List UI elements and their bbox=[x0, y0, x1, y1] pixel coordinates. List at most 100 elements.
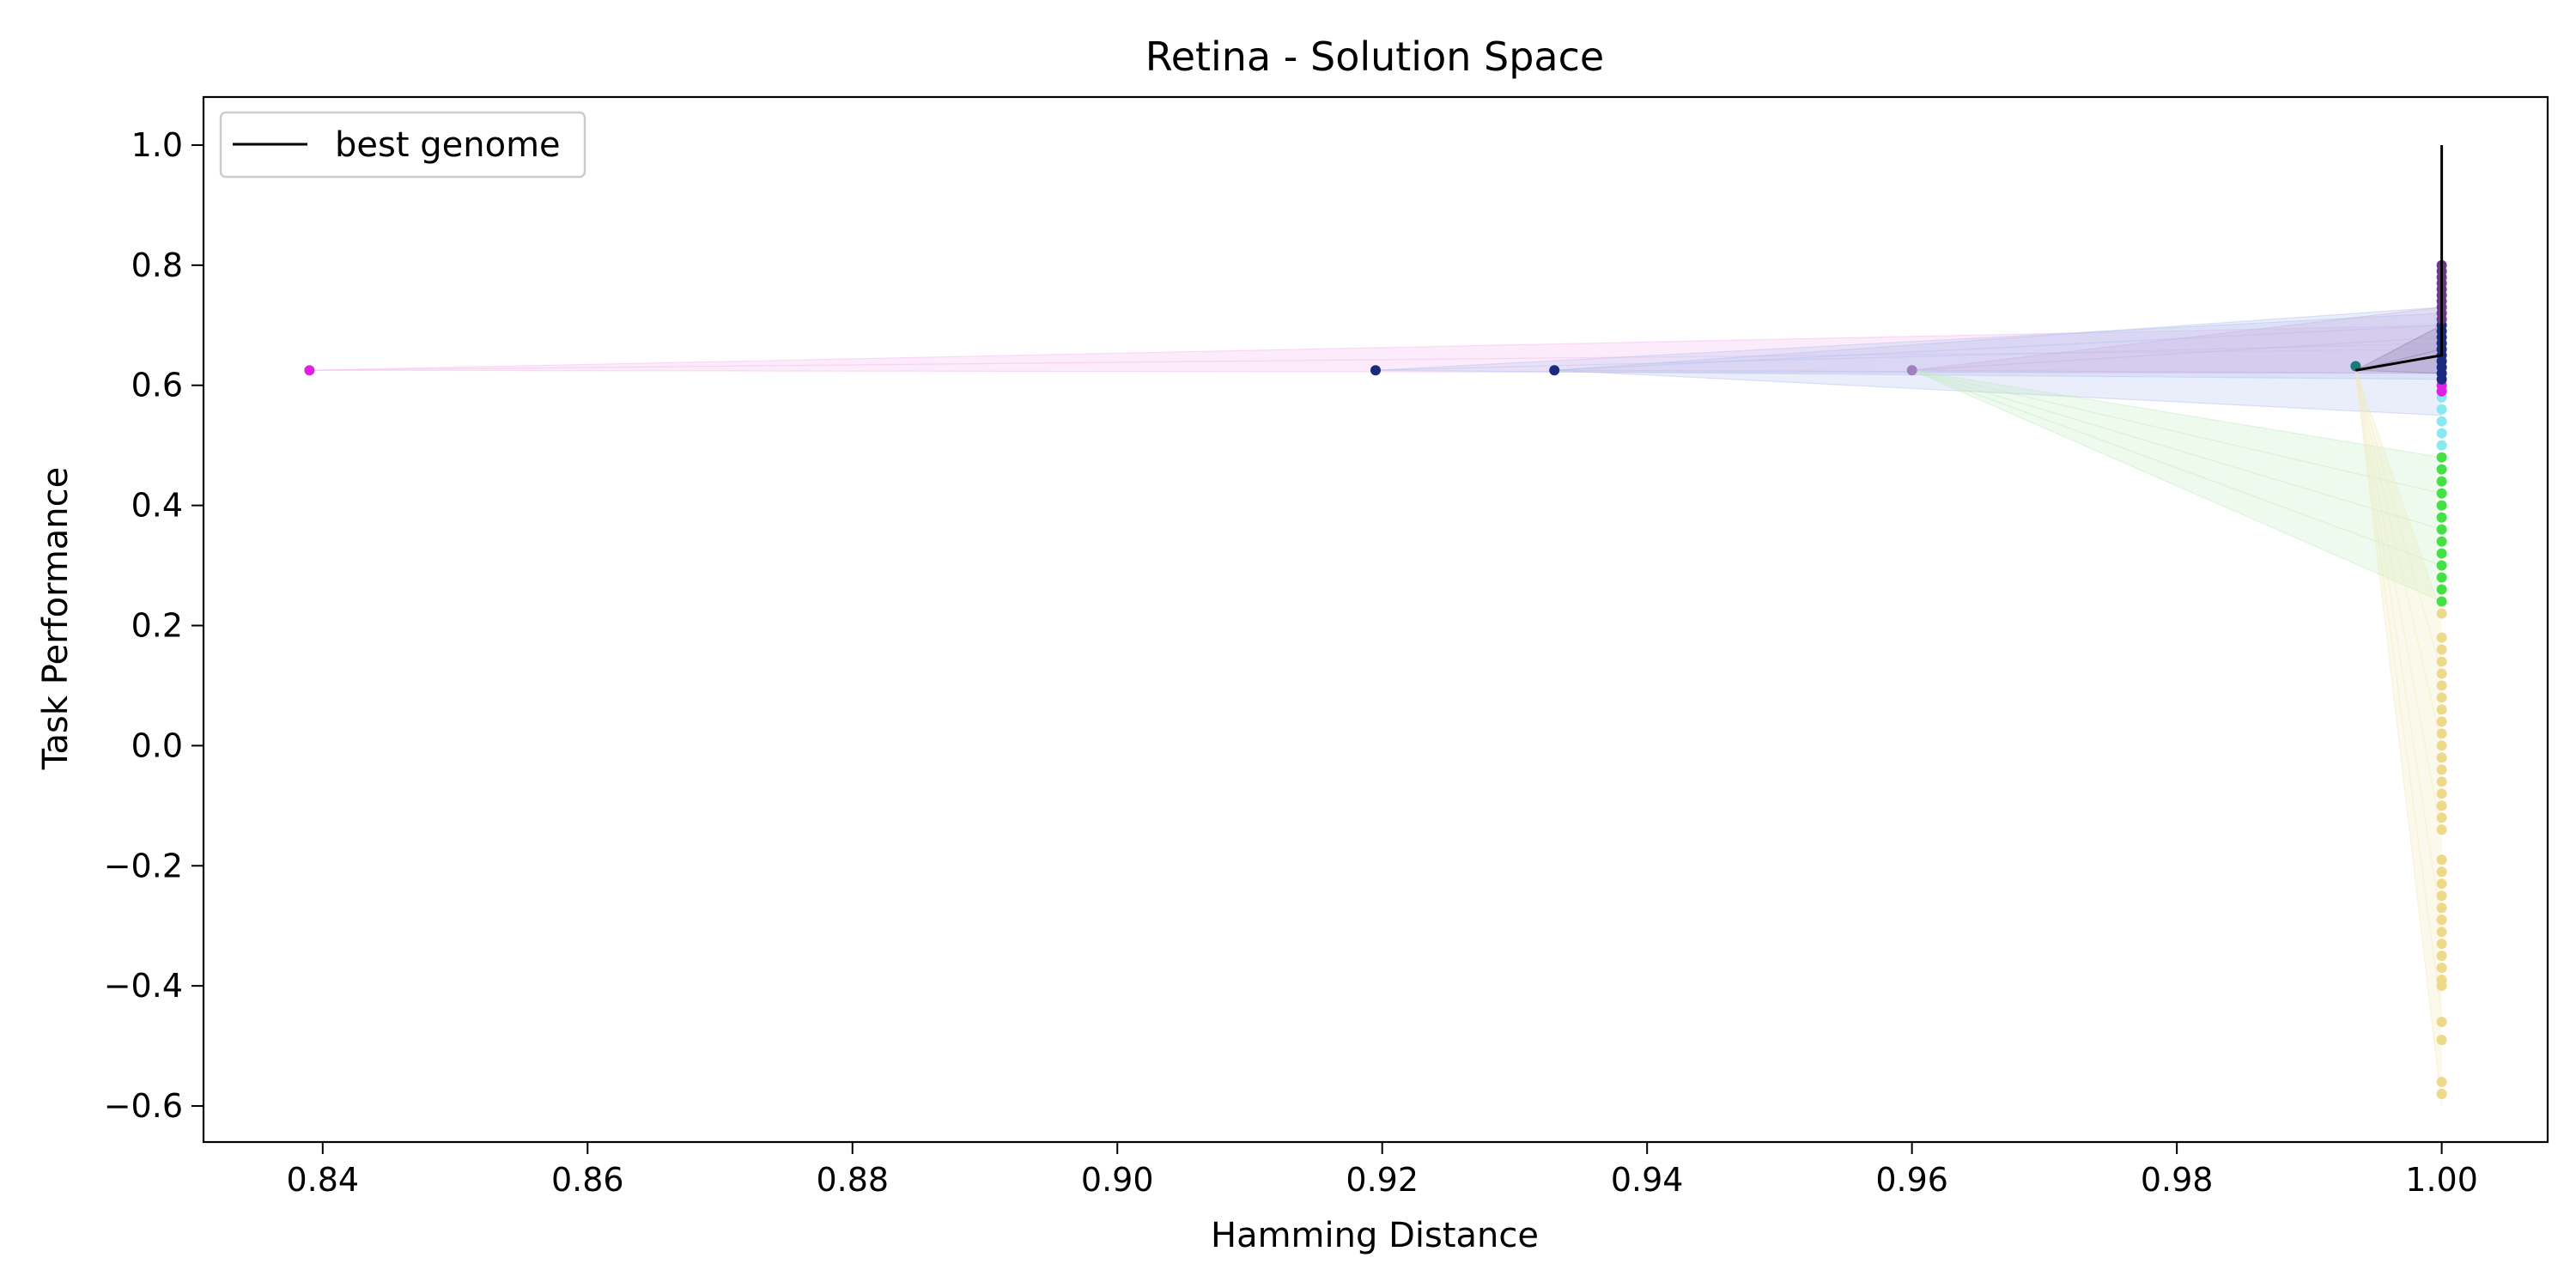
scatter-point-yellow-9 bbox=[2436, 728, 2447, 739]
scatter-point-green-3 bbox=[2436, 560, 2447, 571]
scatter-point-green-12 bbox=[2436, 452, 2447, 463]
scatter-point-yellow-5 bbox=[2436, 680, 2447, 691]
scatter-point-yellow-23 bbox=[2436, 914, 2447, 926]
fan-line-3-0 bbox=[1911, 369, 2442, 374]
scatter-point-green-11 bbox=[2436, 464, 2447, 475]
scatter-point-green-7 bbox=[2436, 512, 2447, 523]
fan-line-4-1 bbox=[1911, 369, 2442, 567]
scatter-point-yellow-14 bbox=[2436, 788, 2447, 799]
scatter-point-green-8 bbox=[2436, 500, 2447, 511]
x-tick-label-4: 0.92 bbox=[1346, 1161, 1419, 1199]
scatter-point-green-1 bbox=[2436, 584, 2447, 595]
scatter-point-yellow-31 bbox=[2436, 1035, 2447, 1046]
scatter-point-yellow-26 bbox=[2436, 951, 2447, 962]
fan-line-0-1 bbox=[309, 349, 2442, 371]
y-tick-label-6: −0.2 bbox=[104, 847, 183, 884]
fan-line-1-2 bbox=[1375, 313, 2442, 371]
scatter-point-yellow-4 bbox=[2436, 668, 2447, 679]
scatter-point-yellow-8 bbox=[2436, 716, 2447, 727]
scatter-point-yellow-1 bbox=[2436, 632, 2447, 643]
chart-title: Retina - Solution Space bbox=[1145, 33, 1604, 80]
fan-area-1 bbox=[1376, 313, 2442, 380]
fan-line-5-2 bbox=[2354, 370, 2443, 927]
scatter-point-green-9 bbox=[2436, 488, 2447, 499]
scatter-point-yellow-12 bbox=[2436, 764, 2447, 775]
fan-area-4 bbox=[1911, 370, 2442, 602]
scatter-point-green-4 bbox=[2436, 548, 2447, 559]
best-genome-line bbox=[2355, 144, 2444, 372]
fan-line-5-5 bbox=[2354, 370, 2443, 674]
fan-line-3-1 bbox=[1911, 337, 2442, 371]
scatter-point-cyan-1 bbox=[2436, 428, 2447, 439]
y-axis-ticks: 1.0 0.8 0.6 0.4 0.2 0.0 −0.2 −0.4 −0.6 bbox=[104, 126, 204, 1125]
y-tick-label-7: −0.4 bbox=[104, 967, 183, 1005]
scatter-point-yellow-18 bbox=[2436, 854, 2447, 866]
fan-line-2-3 bbox=[1554, 307, 2442, 371]
fan-area-3 bbox=[1911, 307, 2442, 374]
scatter-point-yellow-3 bbox=[2436, 656, 2447, 667]
best-genome-layer bbox=[2355, 144, 2444, 372]
fan-line-6-0 bbox=[2355, 369, 2442, 374]
fan-line-5-3 bbox=[2354, 370, 2443, 836]
scatter-point-2 bbox=[1549, 365, 1560, 376]
legend: best genome bbox=[219, 111, 586, 179]
fan-line-6-2 bbox=[2355, 325, 2442, 371]
y-tick-label-0: 1.0 bbox=[131, 126, 183, 164]
x-tick-label-0: 0.84 bbox=[287, 1161, 360, 1199]
scatter-point-yellow-13 bbox=[2436, 776, 2447, 787]
y-tick-label-1: 0.8 bbox=[131, 246, 183, 284]
fan-line-5-6 bbox=[2354, 370, 2443, 614]
scatter-point-yellow-20 bbox=[2436, 878, 2447, 890]
x-tick-label-8: 1.00 bbox=[2405, 1161, 2478, 1199]
legend-best-genome-label: best genome bbox=[335, 125, 561, 165]
fan-line-5-4 bbox=[2354, 370, 2443, 746]
x-tick-label-1: 0.86 bbox=[551, 1161, 624, 1199]
x-tick-label-5: 0.94 bbox=[1611, 1161, 1684, 1199]
x-tick-label-7: 0.98 bbox=[2141, 1161, 2214, 1199]
scatter-point-cyan-3 bbox=[2436, 404, 2447, 415]
scatter-point-yellow-10 bbox=[2436, 740, 2447, 751]
scatter-point-yellow-24 bbox=[2436, 927, 2447, 938]
scatter-point-yellow-7 bbox=[2436, 704, 2447, 715]
scatter-point-green-2 bbox=[2436, 572, 2447, 583]
fan-area-6 bbox=[2355, 325, 2442, 374]
scatter-point-yellow-25 bbox=[2436, 939, 2447, 950]
scatter-point-yellow-22 bbox=[2436, 902, 2447, 914]
scatter-point-yellow-2 bbox=[2436, 644, 2447, 655]
y-tick-label-3: 0.4 bbox=[131, 487, 183, 525]
scatter-point-yellow-29 bbox=[2436, 981, 2447, 992]
fan-line-2-2 bbox=[1554, 325, 2442, 371]
plot-frame bbox=[202, 95, 2549, 1144]
scatter-point-yellow-21 bbox=[2436, 890, 2447, 902]
fan-area-2 bbox=[1554, 307, 2442, 416]
x-tick-label-2: 0.88 bbox=[816, 1161, 889, 1199]
y-tick-label-2: 0.6 bbox=[131, 367, 183, 404]
fan-area-0 bbox=[309, 325, 2442, 374]
y-axis-label: Task Performance bbox=[36, 467, 76, 771]
x-axis-label: Hamming Distance bbox=[1211, 1216, 1539, 1255]
y-tick-label-4: 0.2 bbox=[131, 606, 183, 644]
fan-area-5 bbox=[2355, 370, 2442, 1107]
scatter-point-yellow-0 bbox=[2436, 608, 2447, 619]
y-tick-label-5: 0.0 bbox=[131, 726, 183, 764]
fan-line-4-3 bbox=[1911, 369, 2442, 495]
x-tick-label-3: 0.90 bbox=[1081, 1161, 1154, 1199]
scatter-point-yellow-11 bbox=[2436, 752, 2447, 763]
x-axis-ticks: 0.84 0.86 0.88 0.90 0.92 0.94 0.96 0.98 1.00 bbox=[287, 1142, 2478, 1199]
scatter-point-yellow-30 bbox=[2436, 1017, 2447, 1028]
x-tick-label-6: 0.96 bbox=[1875, 1161, 1948, 1199]
scatter-point-yellow-17 bbox=[2436, 824, 2447, 835]
scatter-point-green-6 bbox=[2436, 524, 2447, 535]
scatter-point-green-10 bbox=[2436, 476, 2447, 487]
scatter-point-yellow-16 bbox=[2436, 812, 2447, 823]
scatter-point-green-0 bbox=[2436, 596, 2447, 607]
scatter-point-1 bbox=[1370, 365, 1381, 376]
scatter-point-yellow-33 bbox=[2436, 1089, 2447, 1100]
fan-line-2-0 bbox=[1554, 369, 2442, 416]
y-tick-label-8: −0.6 bbox=[104, 1087, 183, 1125]
legend-box bbox=[219, 111, 586, 179]
scatter-point-yellow-15 bbox=[2436, 800, 2447, 811]
scatter-point-cyan-0 bbox=[2436, 440, 2447, 451]
scatter-point-yellow-6 bbox=[2436, 692, 2447, 703]
